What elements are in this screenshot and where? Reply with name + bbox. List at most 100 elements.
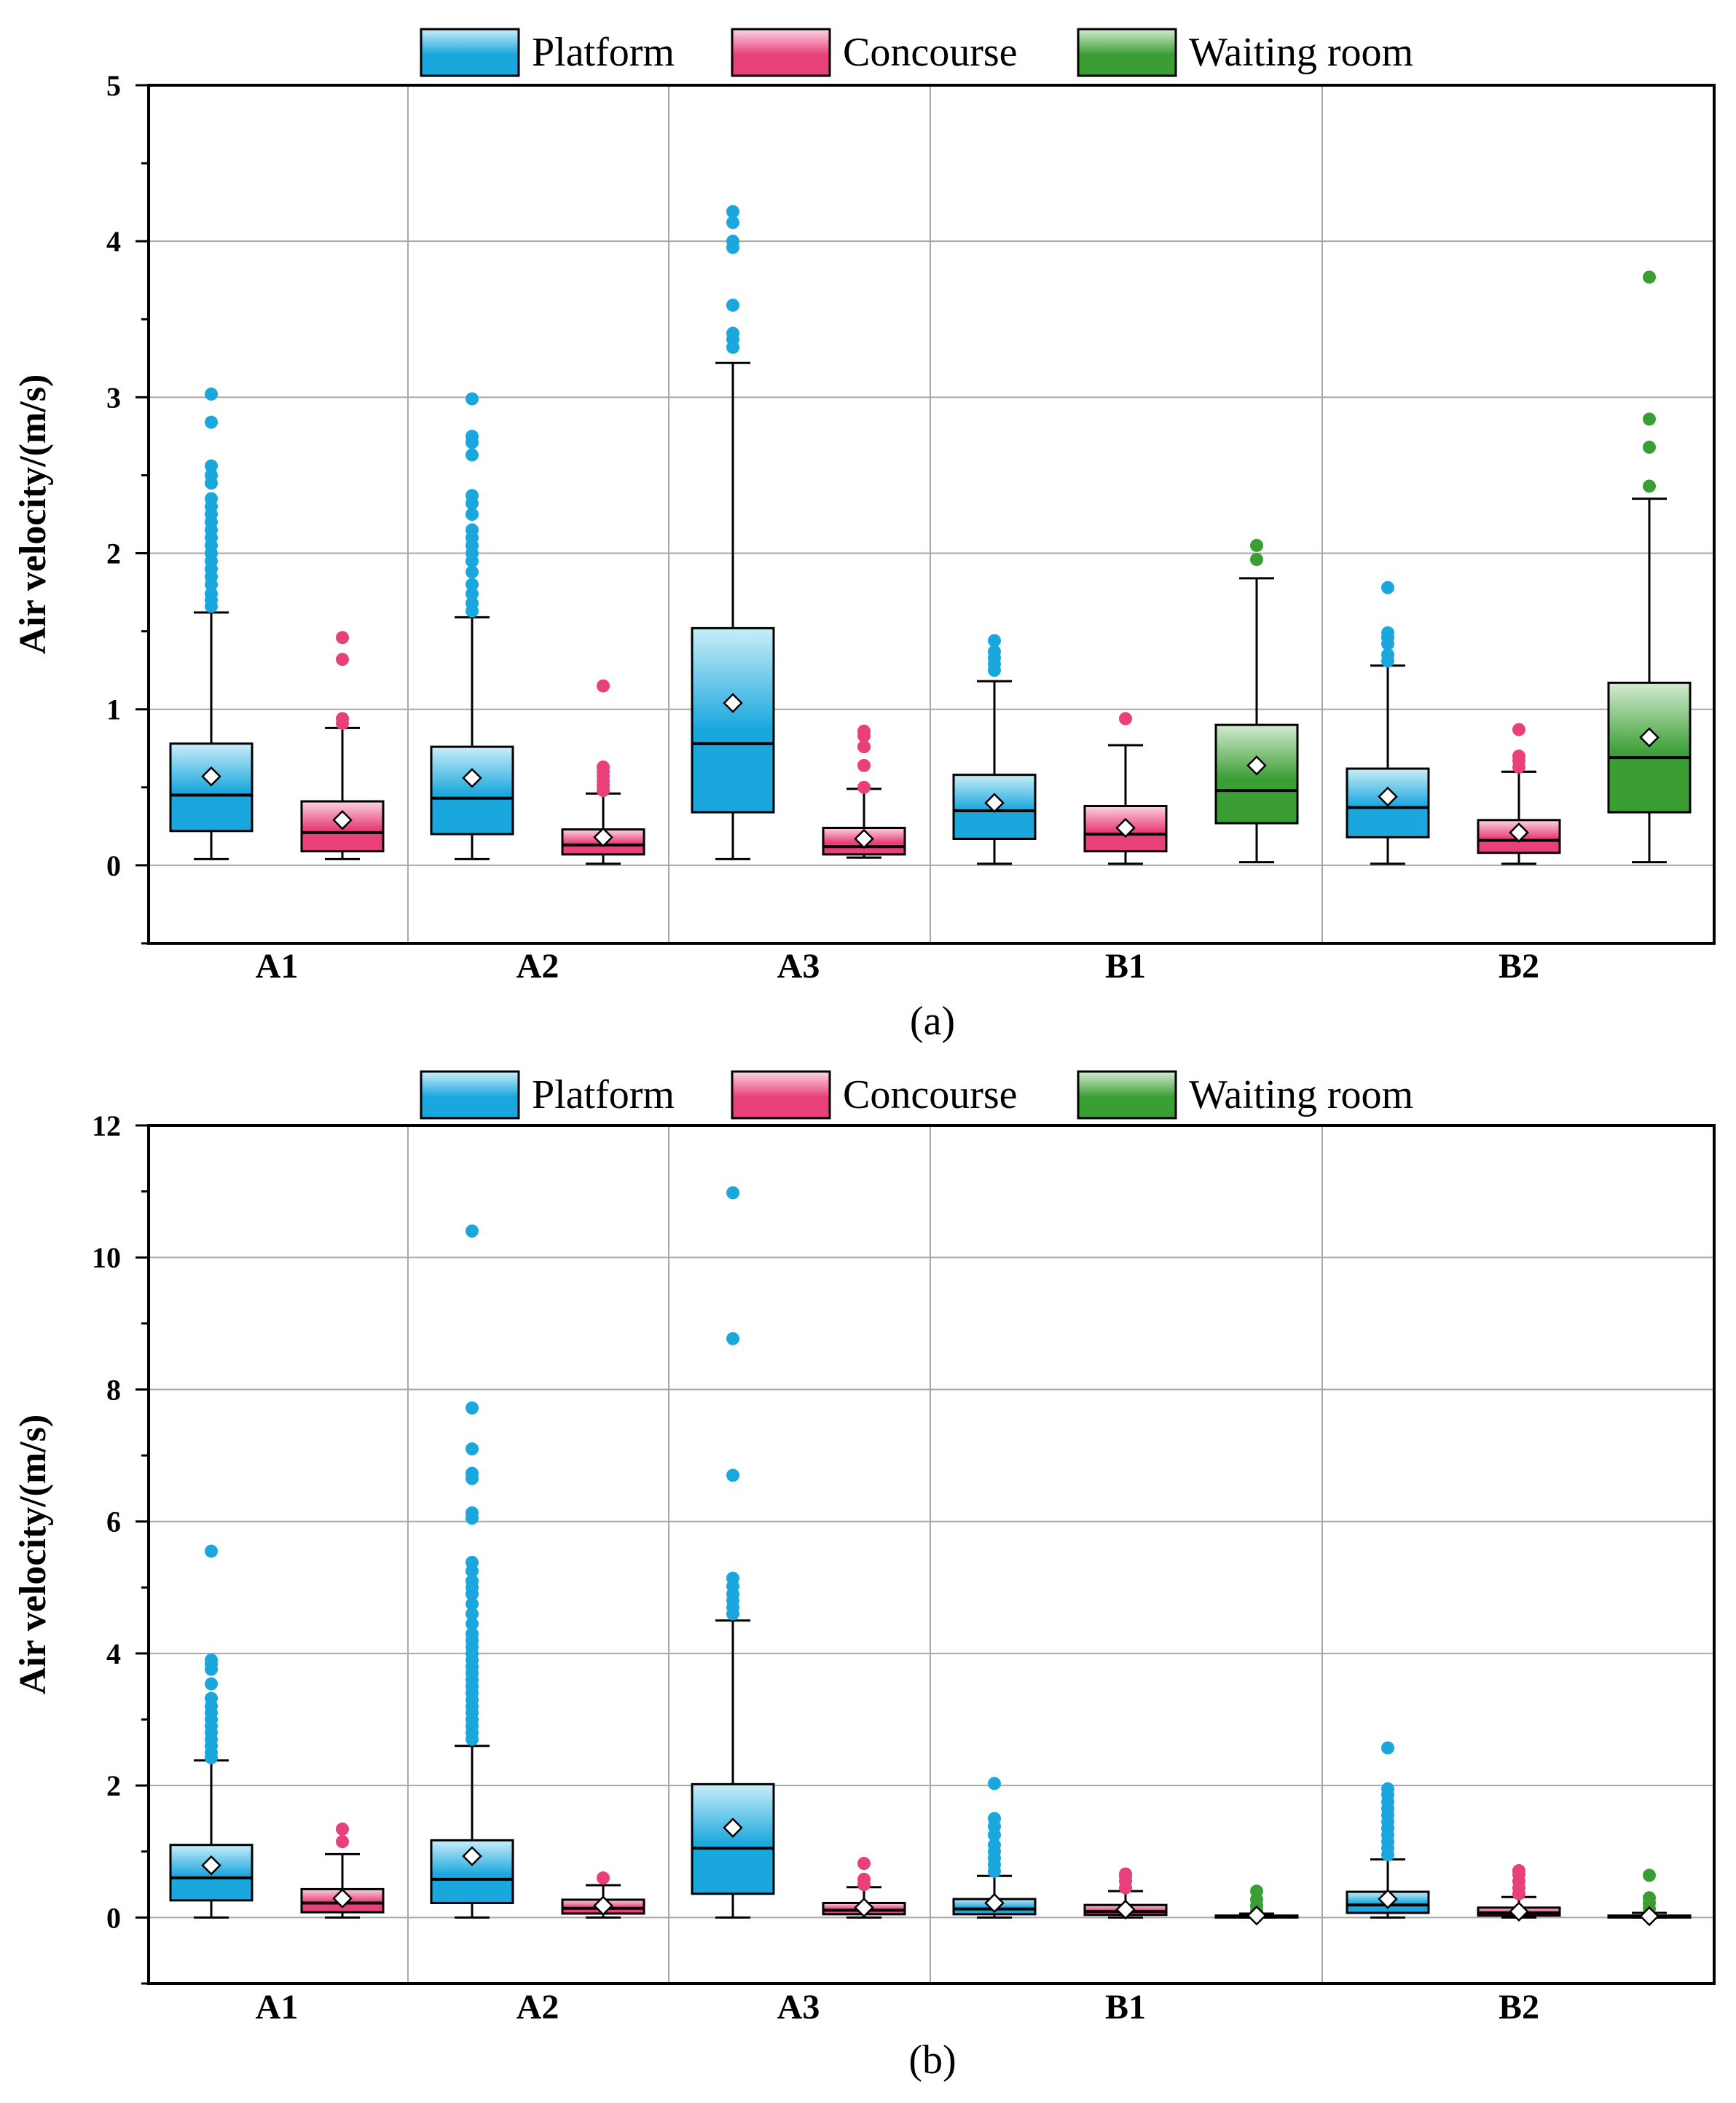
box-b2-waiting-mean (1639, 1906, 1660, 1927)
box-b1-concourse-mean (1115, 1899, 1136, 1920)
box-a1-platform-outlier (205, 1677, 218, 1691)
box-a3-concourse-outlier (857, 1857, 871, 1871)
box-a1-concourse-mean (332, 810, 353, 830)
box-b1-waiting-mean (1246, 755, 1267, 776)
box-a2-platform-outlier (466, 523, 479, 537)
y-tick-label: 8 (106, 1373, 121, 1406)
x-category-label: B1 (1105, 1988, 1146, 2027)
box-a3-platform-outlier (726, 298, 739, 312)
box-b2-platform-outlier (1381, 648, 1394, 661)
legend-swatch-platform (420, 1070, 520, 1120)
box-a3-platform-mean (723, 1817, 743, 1838)
box-b1-platform-outlier (988, 1838, 1001, 1852)
y-tick-label: 0 (106, 849, 121, 882)
x-category-label: B1 (1105, 947, 1146, 986)
legend-swatch-waiting (1077, 28, 1177, 77)
box-b2-platform-outlier (1381, 626, 1394, 640)
box-b1-concourse-outlier (1119, 712, 1132, 726)
box-a1-concourse-outlier (336, 631, 349, 645)
box-a1-concourse-outlier (336, 1835, 349, 1849)
box-a2-platform-outlier (466, 1574, 479, 1588)
box-a2-platform-outlier (466, 1607, 479, 1621)
box-b2-waiting-box (1607, 681, 1692, 814)
box-b2-waiting-outlier (1643, 479, 1656, 493)
box-a2-platform-outlier (466, 1442, 479, 1456)
box-a1-platform-outlier (205, 492, 218, 506)
x-category-label: A3 (777, 947, 820, 986)
box-a1-platform-outlier (205, 459, 218, 473)
plot-frame (147, 1124, 1716, 1985)
box-a2-platform-outlier (466, 565, 479, 579)
box-a2-platform-outlier (466, 1401, 479, 1415)
box-b1-platform-outlier (988, 634, 1001, 648)
box-b1-waiting-outlier (1250, 553, 1263, 567)
box-a3-concourse-mean (854, 828, 874, 849)
x-category-label: A1 (256, 947, 299, 986)
box-b2-concourse-outlier (1512, 749, 1525, 763)
box-a2-platform-outlier (466, 508, 479, 521)
box-b1-concourse-outlier (1119, 1867, 1132, 1881)
box-b2-platform-mean (1378, 786, 1398, 807)
box-a2-platform-mean (462, 768, 482, 788)
legend-swatch-waiting (1077, 1070, 1177, 1120)
box-a2-platform-mean (462, 1846, 482, 1866)
box-a2-platform-outlier (466, 1555, 479, 1569)
legend-label-concourse: Concourse (843, 1072, 1018, 1117)
box-a1-platform-outlier (205, 1691, 218, 1705)
box-b1-waiting-outlier (1250, 538, 1263, 552)
panel-label: (a) (910, 999, 955, 1044)
box-b2-platform-mean (1378, 1889, 1398, 1909)
x-category-label: B2 (1499, 947, 1539, 986)
box-a3-platform-outlier (726, 235, 739, 248)
box-b2-concourse-outlier (1512, 1864, 1525, 1878)
box-a3-platform-mean (723, 693, 743, 713)
x-category-label: A3 (777, 1988, 820, 2027)
y-tick-label: 4 (106, 1638, 121, 1670)
box-a2-platform-outlier (466, 1627, 479, 1640)
box-a2-platform-outlier (466, 392, 479, 406)
y-tick-label: 12 (92, 1109, 121, 1142)
box-b1-platform-outlier (988, 645, 1001, 659)
box-b2-waiting-outlier (1643, 412, 1656, 426)
box-a1-platform-mean (201, 766, 221, 787)
box-b1-platform-outlier (988, 1812, 1001, 1825)
legend-label-platform: Platform (532, 30, 675, 75)
box-b1-platform-mean (984, 1892, 1005, 1914)
x-category-label: A1 (256, 1988, 299, 2027)
box-b1-concourse-box (1083, 805, 1168, 853)
box-a2-platform-outlier (466, 1597, 479, 1611)
box-b2-platform-outlier (1381, 581, 1394, 594)
box-a3-platform-outlier (726, 1469, 739, 1482)
legend-swatch-concourse (731, 28, 831, 77)
box-b2-platform-outlier (1381, 1782, 1394, 1796)
box-a2-concourse-mean (593, 827, 613, 848)
box-a1-platform-outlier (205, 1653, 218, 1667)
box-a2-platform-box (430, 745, 514, 836)
x-category-label: A2 (517, 1988, 559, 2027)
box-b1-platform-mean (984, 793, 1005, 814)
box-a1-concourse-mean (332, 1888, 353, 1909)
panel-a: Platform Concourse Waiting room 0 1 2 3 4 5 Air v… (12, 28, 1716, 1044)
box-a2-concourse-outlier (597, 760, 610, 774)
box-a2-platform-outlier (466, 1224, 479, 1238)
box-a2-concourse-outlier (597, 1871, 610, 1885)
y-tick-label: 3 (106, 381, 121, 414)
box-a3-platform-box (691, 626, 775, 814)
box-a3-concourse-outlier (857, 780, 871, 794)
box-b2-waiting-mean (1639, 727, 1660, 748)
box-a1-concourse-outlier (336, 1822, 349, 1836)
plot-frame (147, 84, 1716, 945)
box-a1-platform-mean (201, 1855, 221, 1876)
box-b1-concourse-mean (1115, 817, 1136, 838)
box-a2-concourse-mean (593, 1895, 613, 1916)
box-a3-platform-box (691, 1782, 775, 1895)
y-tick-label: 0 (106, 1901, 121, 1934)
box-b2-waiting-outlier (1643, 270, 1656, 284)
legend-label-waiting: Waiting room (1189, 30, 1413, 75)
legend-label-waiting: Waiting room (1189, 1072, 1413, 1117)
box-a1-concourse-outlier (336, 712, 349, 726)
box-a3-concourse-outlier (857, 1872, 871, 1886)
box-b2-concourse-mean (1509, 822, 1529, 843)
box-a1-platform-outlier (205, 388, 218, 401)
